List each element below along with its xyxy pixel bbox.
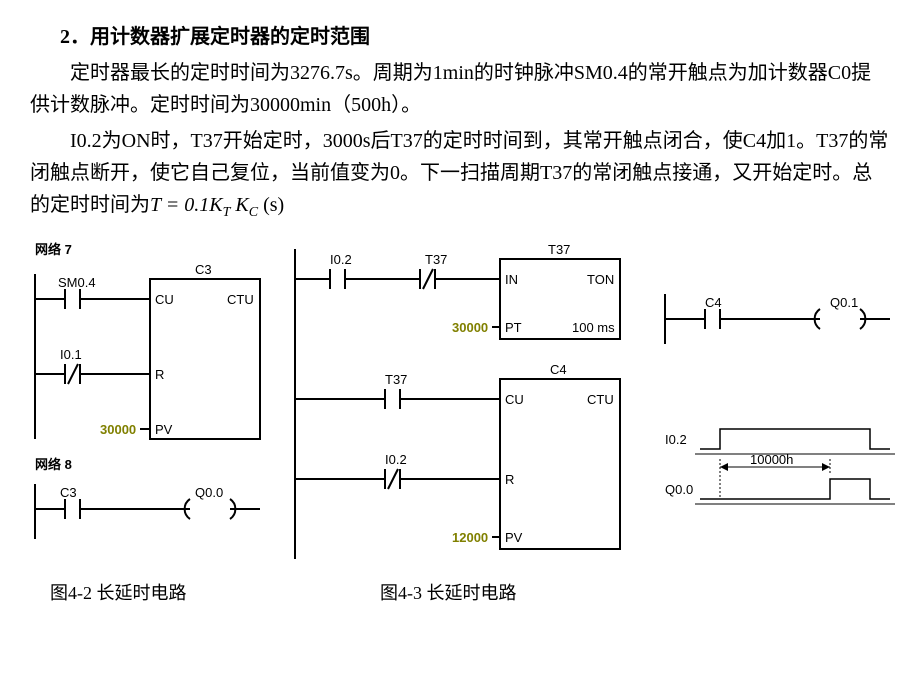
caption-43: 图4-3 长延时电路 <box>380 579 517 605</box>
q01-label: Q0.1 <box>830 295 858 310</box>
caption-42: 图4-2 长延时电路 <box>50 579 380 605</box>
r-label: R <box>155 367 164 382</box>
timing-duration: 10000h <box>750 452 793 467</box>
figure-4-3-right: C4 Q0.1 I0.2 Q0.0 10000h <box>660 239 910 569</box>
c4-contact-label: C4 <box>705 295 722 310</box>
cu-label: CU <box>155 292 174 307</box>
in-label: IN <box>505 272 518 287</box>
paragraph-2: I0.2为ON时，T37开始定时，3000s后T37的定时时间到，其常开触点闭合… <box>30 125 890 224</box>
diagrams-row: 网络 7 SM0.4 C3 CU CTU I0.1 R 30000 <box>30 239 890 569</box>
ton-label: TON <box>587 272 614 287</box>
figure-4-3-left: I0.2 T37 T37 IN TON 30000 PT 100 ms T37 <box>290 239 650 569</box>
formula-sub-c: C <box>249 205 258 220</box>
captions-row: 图4-2 长延时电路 图4-3 长延时电路 <box>30 579 890 605</box>
net8-label: 网络 8 <box>35 457 72 472</box>
paragraph-1: 定时器最长的定时时间为3276.7s。周期为1min的时钟脉冲SM0.4的常开触… <box>30 57 890 121</box>
timing-i02: I0.2 <box>665 432 687 447</box>
formula: T = 0.1KT KC <box>150 194 258 216</box>
i02-nc-label: I0.2 <box>385 452 407 467</box>
i02-label-1: I0.2 <box>330 252 352 267</box>
ladder-43-svg: I0.2 T37 T37 IN TON 30000 PT 100 ms T37 <box>290 239 650 569</box>
c3-label: C3 <box>195 262 212 277</box>
sm04-label: SM0.4 <box>58 275 96 290</box>
i01-label: I0.1 <box>60 347 82 362</box>
net7-label: 网络 7 <box>35 242 72 257</box>
section-heading: 2．用计数器扩展定时器的定时范围 <box>60 20 890 49</box>
pv-label-43: PV <box>505 530 523 545</box>
r-label-43: R <box>505 472 514 487</box>
t37-no-label: T37 <box>385 372 407 387</box>
figure-4-2: 网络 7 SM0.4 C3 CU CTU I0.1 R 30000 <box>30 239 280 569</box>
pt-val: 30000 <box>452 320 488 335</box>
t37-box-label: T37 <box>548 242 570 257</box>
ctu-label-43: CTU <box>587 392 614 407</box>
q00-label: Q0.0 <box>195 485 223 500</box>
pv-val-43: 12000 <box>452 530 488 545</box>
ladder-42-svg: 网络 7 SM0.4 C3 CU CTU I0.1 R 30000 <box>30 239 280 569</box>
pv-label: PV <box>155 422 173 437</box>
formula-k: K <box>230 194 248 216</box>
timing-q00: Q0.0 <box>665 482 693 497</box>
t37-nc-label: T37 <box>425 252 447 267</box>
cu-label-43: CU <box>505 392 524 407</box>
tbase-label: 100 ms <box>572 320 615 335</box>
pv-val-42: 30000 <box>100 422 136 437</box>
c3-contact-label: C3 <box>60 485 77 500</box>
formula-unit: (s) <box>258 194 284 216</box>
c4-box-label: C4 <box>550 362 567 377</box>
right-svg: C4 Q0.1 I0.2 Q0.0 10000h <box>660 239 910 569</box>
pt-label: PT <box>505 320 522 335</box>
formula-t: T = 0.1K <box>150 194 223 216</box>
ctu-label: CTU <box>227 292 254 307</box>
